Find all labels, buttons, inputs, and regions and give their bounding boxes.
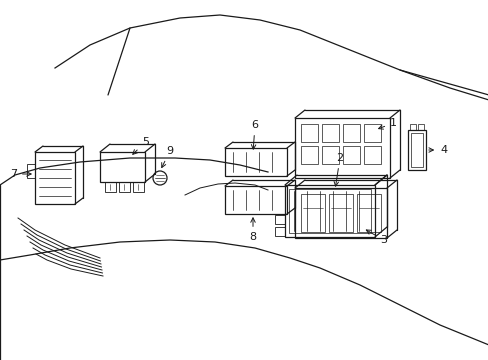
Bar xyxy=(407,130,425,170)
Text: 5: 5 xyxy=(133,137,149,154)
Bar xyxy=(100,152,145,182)
Bar xyxy=(133,182,143,192)
Text: 6: 6 xyxy=(251,120,258,149)
Text: 1: 1 xyxy=(378,118,396,129)
Bar xyxy=(321,146,338,164)
Bar xyxy=(363,124,380,142)
Bar xyxy=(328,194,352,232)
Bar xyxy=(119,182,130,192)
Bar xyxy=(274,215,285,224)
Bar xyxy=(274,227,285,236)
Bar xyxy=(321,124,338,142)
Bar xyxy=(356,194,380,232)
Bar xyxy=(301,146,317,164)
Bar xyxy=(105,182,116,192)
Bar xyxy=(285,185,374,237)
Bar xyxy=(410,133,422,167)
Bar xyxy=(288,189,370,233)
Bar xyxy=(301,194,325,232)
Text: 7: 7 xyxy=(10,169,31,179)
Bar xyxy=(294,118,389,178)
Bar xyxy=(301,124,317,142)
Bar xyxy=(417,124,423,130)
Text: 9: 9 xyxy=(162,146,173,167)
Text: 4: 4 xyxy=(428,145,446,155)
Bar xyxy=(35,152,75,204)
Bar xyxy=(224,186,286,214)
Text: 3: 3 xyxy=(366,230,386,245)
Bar xyxy=(342,124,359,142)
Bar xyxy=(409,124,415,130)
Bar xyxy=(363,146,380,164)
Text: 2: 2 xyxy=(333,153,343,186)
Bar xyxy=(224,148,286,176)
Bar xyxy=(27,164,35,178)
Bar xyxy=(342,146,359,164)
Text: 8: 8 xyxy=(249,218,256,242)
Bar xyxy=(294,188,386,238)
